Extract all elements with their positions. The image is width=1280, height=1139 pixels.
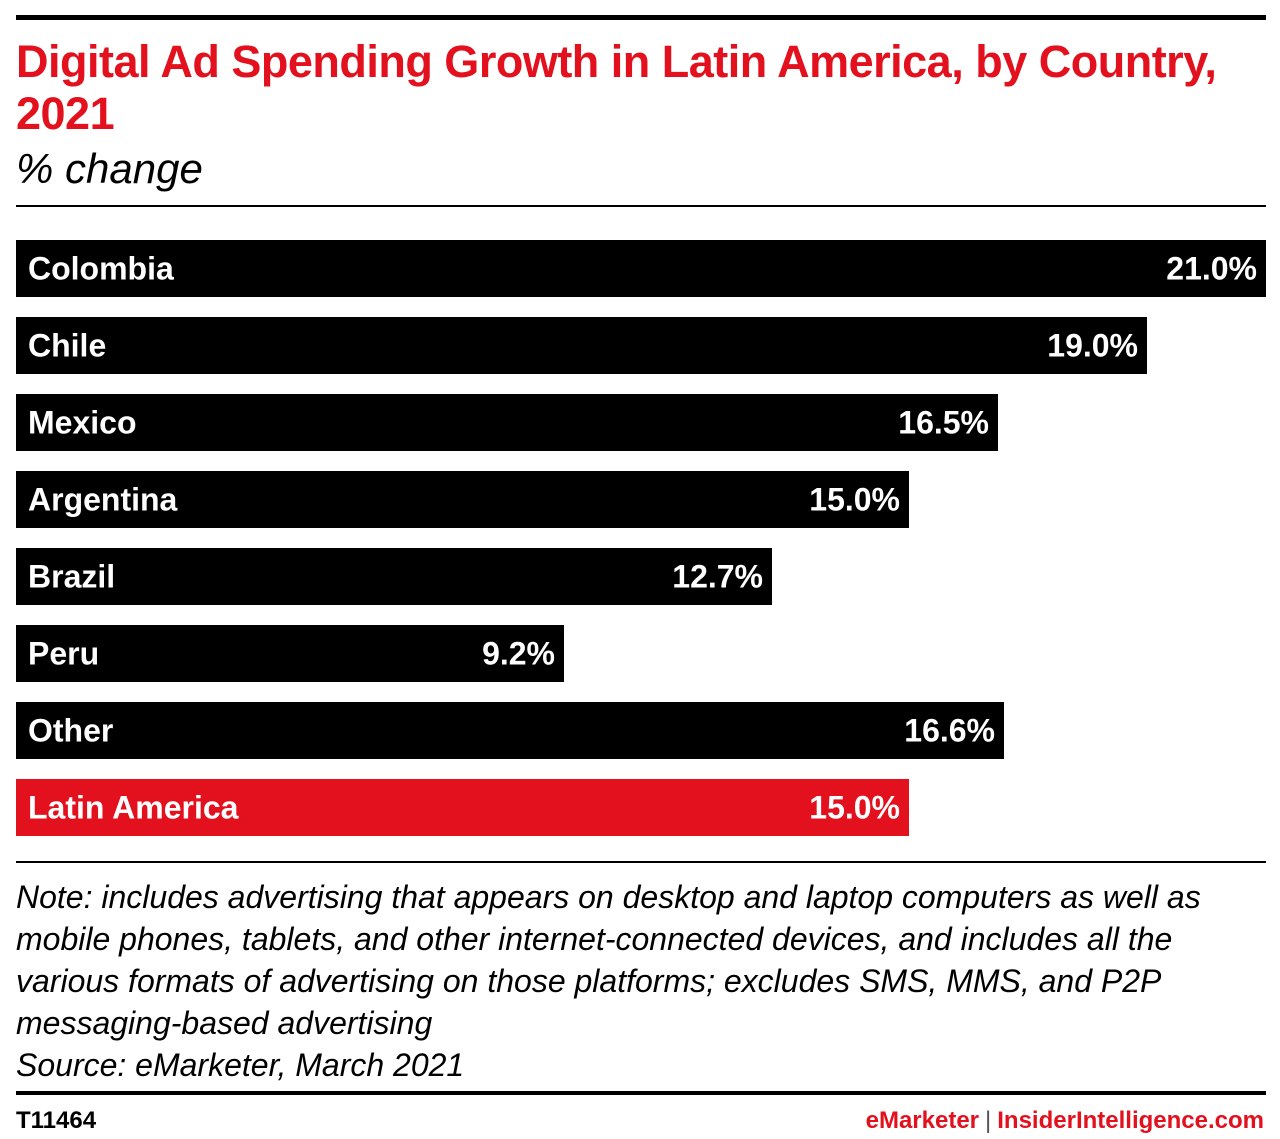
value-label: 15.0% <box>809 790 900 826</box>
category-label: Latin America <box>28 790 239 826</box>
value-label: 12.7% <box>672 559 763 595</box>
bar-other <box>16 702 1004 759</box>
brand-emarketer: eMarketer <box>865 1107 980 1134</box>
value-label: 19.0% <box>1047 328 1138 364</box>
note-text: Note: includes advertising that appears … <box>16 879 1201 1041</box>
value-label: 16.5% <box>898 405 989 441</box>
bar-chart: Colombia 21.0% Chile 19.0% Mexico 16.5% Argent… <box>16 240 1266 840</box>
chart-title: Digital Ad Spending Growth in Latin Amer… <box>16 36 1217 139</box>
category-label: Brazil <box>28 559 115 595</box>
bar-latin-america <box>16 779 909 836</box>
brand-separator: | <box>985 1107 992 1134</box>
category-label: Peru <box>28 636 99 672</box>
category-label: Colombia <box>28 251 174 287</box>
category-label: Argentina <box>28 482 178 518</box>
value-label: 15.0% <box>809 482 900 518</box>
bar-brazil <box>16 548 772 605</box>
value-label: 16.6% <box>904 713 995 749</box>
chart-subtitle: % change <box>16 145 203 192</box>
footnote: Note: includes advertising that appears … <box>16 876 1266 1086</box>
brand-credit: eMarketer | InsiderIntelligence.com <box>866 1106 1264 1136</box>
header-rule <box>16 205 1266 207</box>
note-rule <box>16 861 1266 863</box>
value-label: 21.0% <box>1166 251 1257 287</box>
footer-rule <box>16 1091 1266 1095</box>
bar-colombia <box>16 240 1266 297</box>
bar-mexico <box>16 394 998 451</box>
category-label: Other <box>28 713 113 749</box>
source-text: Source: eMarketer, March 2021 <box>16 1047 465 1083</box>
value-label: 9.2% <box>482 636 555 672</box>
category-label: Chile <box>28 328 106 364</box>
category-label: Mexico <box>28 405 136 441</box>
chart-id: T11464 <box>16 1107 97 1134</box>
bar-chart-svg: Colombia 21.0% Chile 19.0% Mexico 16.5% Argent… <box>16 240 1266 836</box>
bar-peru <box>16 625 564 682</box>
bar-argentina <box>16 471 909 528</box>
brand-insider-intelligence: InsiderIntelligence.com <box>997 1107 1264 1134</box>
bar-chile <box>16 317 1147 374</box>
top-rule <box>16 15 1266 20</box>
